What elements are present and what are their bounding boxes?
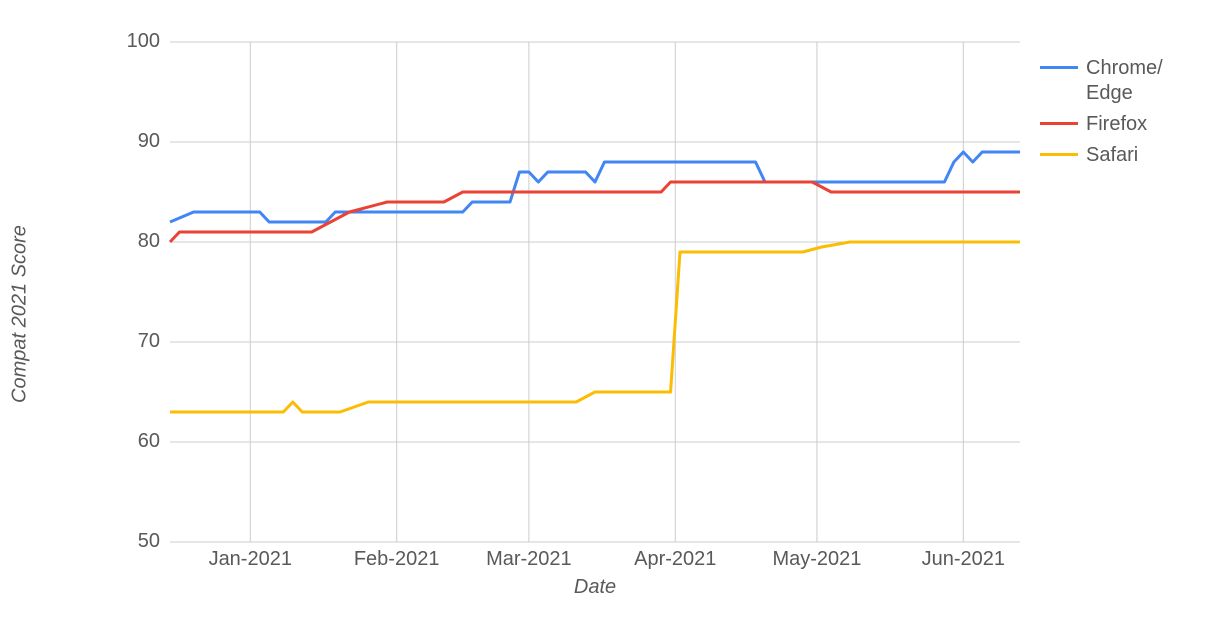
x-tick-label: Feb-2021: [354, 548, 440, 571]
y-tick-label: 70: [138, 330, 160, 353]
y-tick-label: 90: [138, 130, 160, 153]
x-tick-label: Apr-2021: [634, 548, 716, 571]
series-line: [170, 152, 1020, 222]
x-axis-title: Date: [574, 576, 616, 599]
series-line: [170, 182, 1020, 242]
legend-label: Safari: [1086, 143, 1138, 168]
x-tick-label: Jun-2021: [922, 548, 1005, 571]
x-tick-label: Jan-2021: [209, 548, 292, 571]
y-tick-label: 80: [138, 230, 160, 253]
y-tick-label: 50: [138, 530, 160, 553]
x-tick-label: Mar-2021: [486, 548, 572, 571]
legend-swatch: [1040, 153, 1078, 156]
legend-item: Chrome/Edge: [1040, 56, 1163, 106]
x-tick-label: May-2021: [772, 548, 861, 571]
legend-label: Firefox: [1086, 112, 1147, 137]
compat-chart: Compat 2021 Score 5060708090100 Jan-2021…: [0, 0, 1212, 628]
legend-swatch: [1040, 122, 1078, 125]
y-tick-label: 60: [138, 430, 160, 453]
series-line: [170, 242, 1020, 412]
legend-swatch: [1040, 66, 1078, 69]
y-tick-label: 100: [127, 30, 160, 53]
legend-label: Chrome/Edge: [1086, 56, 1163, 106]
plot-area: [0, 0, 1212, 628]
legend: Chrome/Edge Firefox Safari: [1040, 56, 1163, 174]
legend-item: Safari: [1040, 143, 1163, 168]
legend-item: Firefox: [1040, 112, 1163, 137]
